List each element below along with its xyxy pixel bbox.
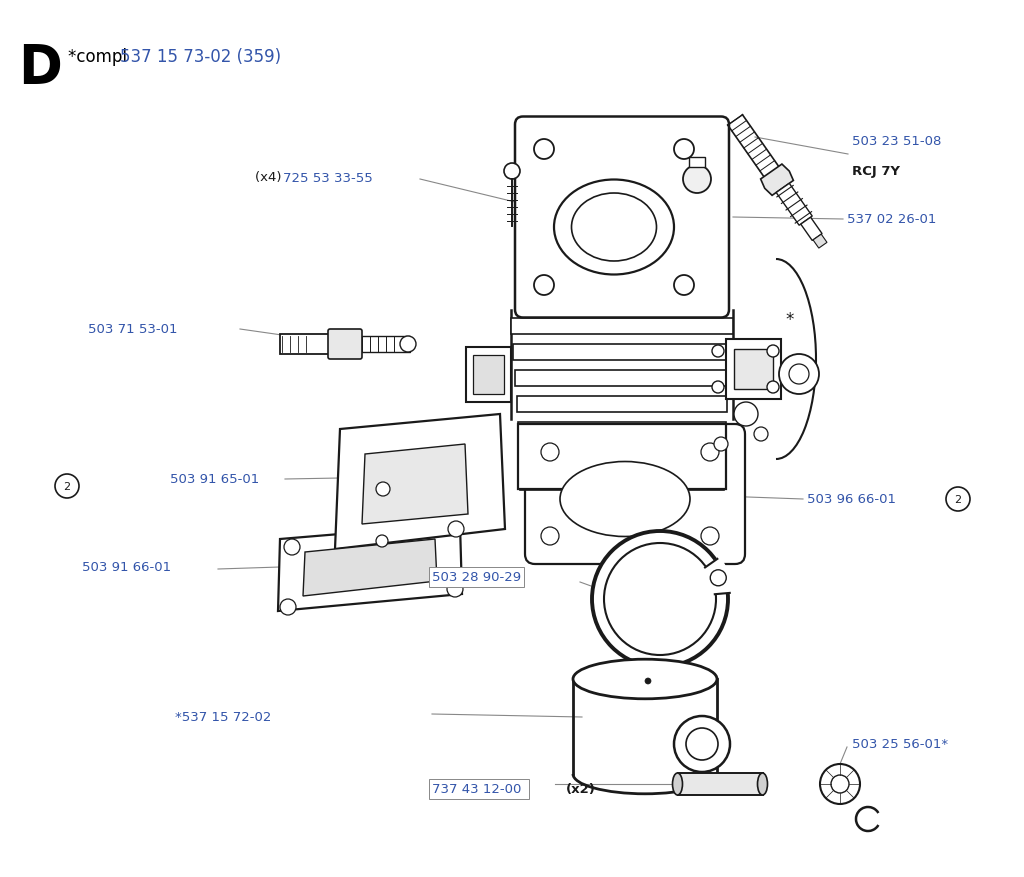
Text: RCJ 7Y: RCJ 7Y [852, 165, 900, 178]
Text: *537 15 72-02: *537 15 72-02 [175, 710, 271, 724]
Circle shape [534, 275, 554, 296]
Bar [511, 318, 733, 334]
Ellipse shape [673, 774, 683, 795]
Bar [689, 158, 705, 168]
Circle shape [790, 365, 809, 384]
Polygon shape [303, 539, 437, 596]
Text: 503 23 51-08: 503 23 51-08 [852, 135, 941, 148]
Circle shape [541, 444, 559, 461]
Circle shape [714, 438, 728, 452]
Circle shape [541, 527, 559, 545]
Bar [360, 337, 410, 353]
Circle shape [645, 678, 651, 684]
Ellipse shape [573, 660, 717, 699]
Text: *compl: *compl [68, 48, 132, 66]
Text: 503 28 90-29: 503 28 90-29 [432, 571, 521, 584]
Bar [517, 396, 727, 412]
Circle shape [779, 354, 819, 395]
Text: 503 96 66-01: 503 96 66-01 [807, 493, 896, 506]
Bar [280, 335, 340, 354]
FancyBboxPatch shape [515, 118, 729, 318]
Bar [518, 422, 726, 438]
Circle shape [534, 139, 554, 160]
Ellipse shape [758, 774, 768, 795]
Circle shape [504, 164, 520, 180]
Circle shape [767, 346, 779, 358]
Text: 537 15 73-02 (359): 537 15 73-02 (359) [120, 48, 282, 66]
Polygon shape [761, 165, 794, 196]
Text: 537 02 26-01: 537 02 26-01 [847, 213, 936, 226]
Bar [734, 350, 773, 389]
Text: *: * [785, 310, 794, 329]
Text: 503 91 66-01: 503 91 66-01 [82, 561, 171, 574]
Text: 2: 2 [63, 481, 71, 491]
FancyBboxPatch shape [328, 330, 362, 360]
Polygon shape [776, 184, 812, 226]
Circle shape [754, 427, 768, 441]
Polygon shape [813, 235, 827, 249]
Circle shape [712, 346, 724, 358]
Bar [473, 355, 504, 394]
Circle shape [701, 527, 719, 545]
Circle shape [55, 474, 79, 498]
Circle shape [712, 381, 724, 394]
Circle shape [284, 539, 300, 555]
Ellipse shape [571, 194, 656, 261]
Polygon shape [335, 415, 505, 549]
Bar [726, 339, 781, 400]
Ellipse shape [554, 181, 674, 275]
Circle shape [449, 522, 464, 538]
Circle shape [376, 535, 388, 547]
Circle shape [400, 337, 416, 353]
Circle shape [831, 775, 849, 793]
Circle shape [280, 599, 296, 616]
Circle shape [592, 531, 728, 667]
Text: 503 71 53-01: 503 71 53-01 [88, 323, 177, 336]
Circle shape [820, 764, 860, 804]
Text: 503 25 56-01*: 503 25 56-01* [852, 738, 948, 751]
Polygon shape [362, 445, 468, 524]
Text: 503 91 65-01: 503 91 65-01 [170, 473, 259, 486]
Bar [520, 474, 724, 490]
Bar [519, 448, 725, 464]
Circle shape [376, 482, 390, 496]
Text: 2: 2 [954, 495, 962, 504]
Text: 737 43 12-00: 737 43 12-00 [432, 782, 525, 795]
Text: D: D [18, 42, 61, 94]
Bar [513, 344, 731, 360]
Text: 725 53 33-55: 725 53 33-55 [283, 171, 373, 184]
Ellipse shape [560, 462, 690, 537]
Bar [466, 347, 511, 402]
Circle shape [734, 403, 758, 426]
Bar [678, 774, 763, 795]
Circle shape [711, 570, 726, 586]
Circle shape [683, 166, 711, 194]
Bar [518, 424, 726, 489]
Text: (x2): (x2) [566, 782, 596, 795]
Circle shape [674, 717, 730, 772]
Circle shape [447, 581, 463, 597]
Text: (x4): (x4) [255, 171, 286, 184]
Circle shape [674, 275, 694, 296]
Bar [515, 370, 729, 386]
Circle shape [686, 728, 718, 760]
Polygon shape [801, 218, 822, 241]
Wedge shape [660, 558, 733, 599]
Polygon shape [278, 524, 462, 611]
Circle shape [701, 444, 719, 461]
Circle shape [604, 544, 716, 655]
Circle shape [946, 488, 970, 511]
FancyBboxPatch shape [525, 424, 745, 565]
Circle shape [674, 139, 694, 160]
Circle shape [767, 381, 779, 394]
